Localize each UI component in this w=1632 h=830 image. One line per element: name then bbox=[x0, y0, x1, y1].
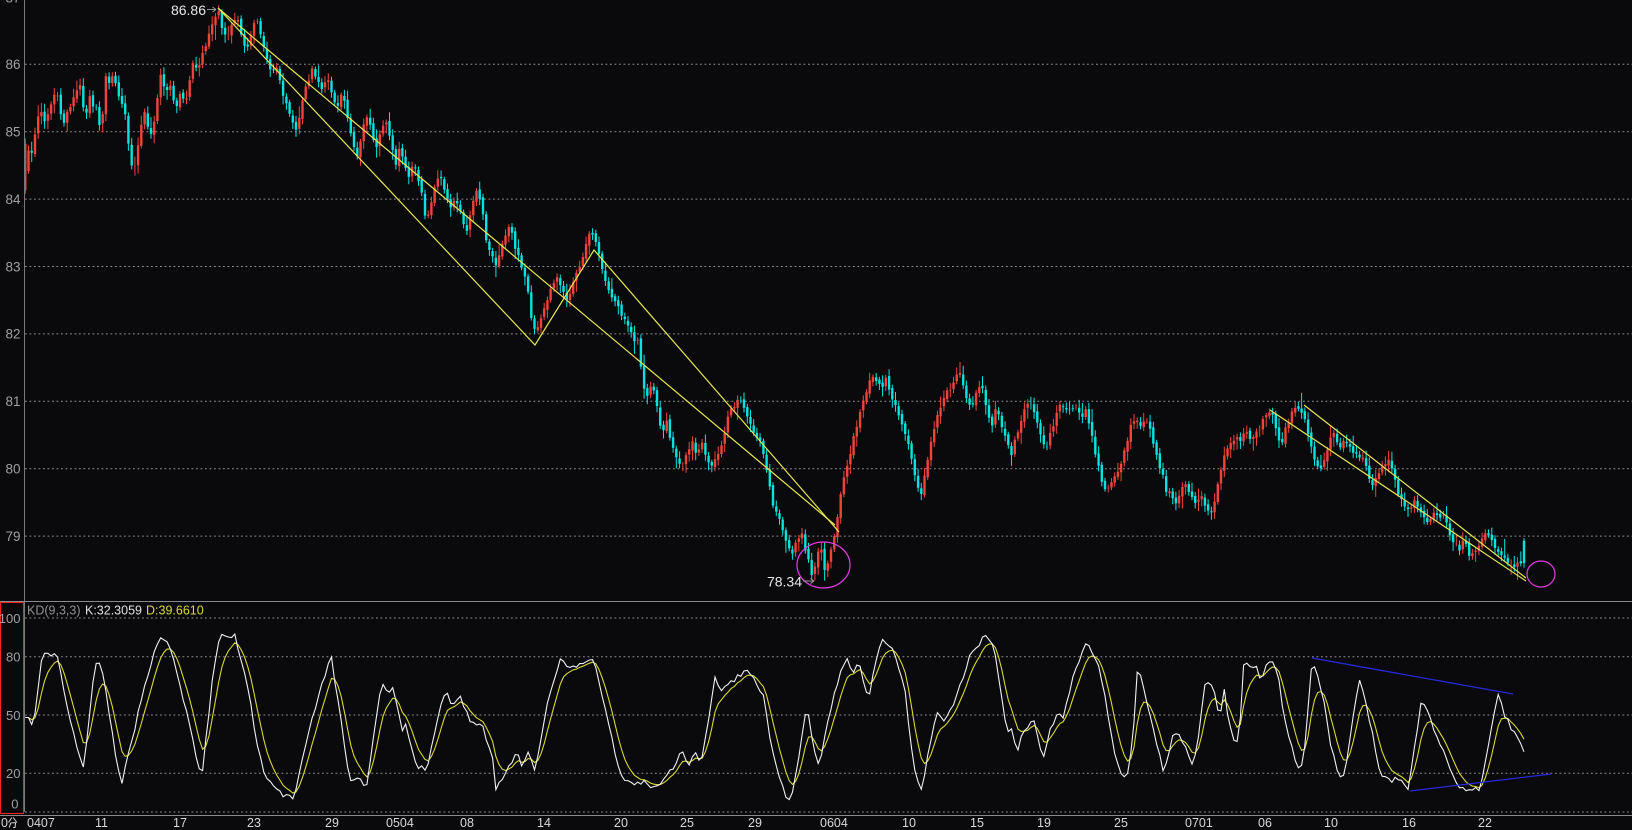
svg-text:86: 86 bbox=[5, 57, 20, 72]
svg-text:0: 0 bbox=[1, 816, 8, 830]
svg-text:23: 23 bbox=[247, 816, 261, 830]
svg-text:79: 79 bbox=[5, 529, 20, 544]
svg-text:100: 100 bbox=[0, 611, 21, 626]
svg-text:81: 81 bbox=[5, 394, 20, 409]
svg-text:0407: 0407 bbox=[27, 816, 55, 830]
svg-text:11: 11 bbox=[95, 816, 108, 830]
svg-text:20: 20 bbox=[614, 816, 628, 830]
svg-text:K:32.3059: K:32.3059 bbox=[85, 604, 142, 618]
svg-text:25: 25 bbox=[680, 816, 694, 830]
svg-text:0: 0 bbox=[11, 797, 18, 812]
svg-text:0701: 0701 bbox=[1185, 816, 1213, 830]
svg-text:KD(9,3,3): KD(9,3,3) bbox=[27, 604, 81, 618]
svg-text:10: 10 bbox=[902, 816, 916, 830]
svg-text:16: 16 bbox=[1402, 816, 1416, 830]
svg-text:80: 80 bbox=[5, 462, 20, 477]
svg-text:19: 19 bbox=[1037, 816, 1051, 830]
svg-text:29: 29 bbox=[748, 816, 762, 830]
svg-text:06: 06 bbox=[1258, 816, 1272, 830]
svg-text:20: 20 bbox=[6, 766, 20, 781]
svg-text:84: 84 bbox=[5, 192, 21, 207]
svg-text:10: 10 bbox=[1324, 816, 1338, 830]
svg-text:25: 25 bbox=[1114, 816, 1128, 830]
svg-text:83: 83 bbox=[5, 259, 20, 274]
svg-text:D:39.6610: D:39.6610 bbox=[146, 604, 204, 618]
svg-text:0604: 0604 bbox=[820, 816, 848, 830]
svg-text:85: 85 bbox=[5, 125, 20, 140]
svg-text:78.34: 78.34 bbox=[767, 574, 802, 590]
svg-text:22: 22 bbox=[1478, 816, 1492, 830]
svg-text:0504: 0504 bbox=[386, 816, 414, 830]
svg-text:87: 87 bbox=[5, 0, 20, 6]
svg-text:08: 08 bbox=[460, 816, 474, 830]
svg-text:50: 50 bbox=[6, 708, 20, 723]
svg-text:86.86: 86.86 bbox=[171, 2, 206, 18]
svg-text:15: 15 bbox=[970, 816, 984, 830]
svg-text:14: 14 bbox=[537, 816, 551, 830]
svg-text:29: 29 bbox=[325, 816, 339, 830]
svg-text:80: 80 bbox=[6, 650, 20, 665]
svg-text:82: 82 bbox=[5, 327, 20, 342]
svg-text:17: 17 bbox=[173, 816, 187, 830]
